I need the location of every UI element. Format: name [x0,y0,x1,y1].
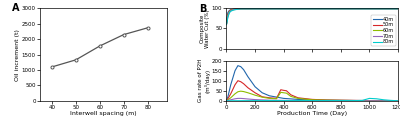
Text: B: B [199,4,206,14]
Y-axis label: Oil increment (t): Oil increment (t) [16,29,20,81]
X-axis label: Production Time (Day): Production Time (Day) [277,111,347,116]
Y-axis label: Gas rate of P2H
(m³/day): Gas rate of P2H (m³/day) [198,59,210,102]
X-axis label: Interwell spacing (m): Interwell spacing (m) [70,111,137,116]
Text: A: A [12,3,20,13]
Y-axis label: Composite
Water Cut (%): Composite Water Cut (%) [200,9,210,48]
Legend: 40m, 50m, 60m, 70m, 80m: 40m, 50m, 60m, 70m, 80m [371,15,396,46]
